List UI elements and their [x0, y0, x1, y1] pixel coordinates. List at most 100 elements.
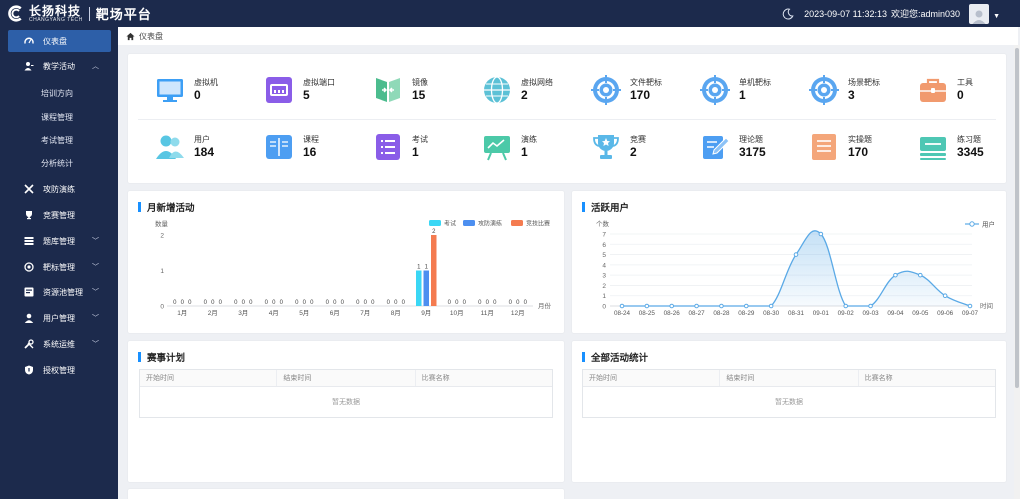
- stat-item[interactable]: 课程 16: [264, 130, 354, 164]
- column-header-end[interactable]: 结束时间: [277, 370, 416, 386]
- stat-label: 竞赛: [630, 135, 646, 144]
- bar-value-label: 0: [371, 300, 375, 306]
- x-tick-label: 09-07: [962, 310, 979, 317]
- sidebar-item-teaching[interactable]: 教学活动 ︿: [8, 55, 111, 77]
- line-point: [743, 303, 749, 309]
- avatar[interactable]: [969, 3, 990, 24]
- x-tick-label: 08-29: [738, 310, 755, 317]
- expand-chevron-icon: ﹀: [92, 315, 99, 322]
- stat-item[interactable]: 练习题 3345: [918, 130, 1008, 164]
- sidebar-item-label: 靶标管理: [43, 262, 75, 272]
- panel-title: 活跃用户: [591, 203, 630, 214]
- stat-item[interactable]: 考试 1: [373, 130, 463, 164]
- x-tick-label: 09-01: [813, 310, 830, 317]
- y-tick-label: 7: [602, 232, 606, 239]
- sidebar-item-dashboard[interactable]: 仪表盘: [8, 30, 111, 52]
- stat-item[interactable]: 单机靶标 1: [700, 73, 790, 107]
- x-tick-label: 2月: [208, 309, 218, 317]
- teaching-icon: [24, 61, 34, 71]
- stat-item[interactable]: 虚拟网络 2: [482, 73, 572, 107]
- mirror-icon: [376, 78, 400, 102]
- collapse-chevron-icon: ︿: [92, 63, 99, 70]
- legend-label: 用户: [982, 220, 995, 229]
- trophy-icon: [24, 210, 34, 220]
- stat-item[interactable]: 实操题 170: [809, 130, 899, 164]
- bottom-panel: [128, 489, 564, 499]
- bar-value-label: 0: [211, 300, 215, 306]
- bar-value-label: 0: [310, 300, 314, 306]
- line-point: [719, 303, 724, 309]
- page-scrollbar-thumb[interactable]: [1015, 48, 1019, 388]
- users-icon: [156, 135, 184, 159]
- empty-state: 暂无数据: [775, 399, 803, 406]
- sidebar-item-question-bank[interactable]: 题库管理 ﹀: [8, 230, 111, 252]
- stat-value: 3: [848, 88, 855, 102]
- column-header-end[interactable]: 结束时间: [720, 370, 859, 386]
- stat-item[interactable]: 虚拟端口 5: [264, 73, 354, 107]
- stat-item[interactable]: 文件靶标 170: [591, 73, 681, 107]
- stat-item[interactable]: 镜像 15: [373, 73, 463, 107]
- brand-logo[interactable]: 长扬科技 CHANGYANG TECH 靶场平台: [8, 4, 152, 23]
- sidebar-subitem-analytics[interactable]: 分析统计: [41, 159, 73, 168]
- sidebar-item-system-ops[interactable]: 系统运维 ﹀: [8, 333, 111, 355]
- x-tick-label: 5月: [299, 309, 309, 317]
- x-tick-label: 08-25: [639, 310, 656, 317]
- x-tick-label: 11月: [481, 309, 494, 317]
- panel-title: 月新增活动: [147, 203, 195, 214]
- sidebar-item-resource-pool[interactable]: 资源池管理 ﹀: [8, 281, 111, 303]
- monthly-activity-panel: 月新增活动 数量 月份 0 1 2 1月 0 0 0 2月 0 0 0 3月 0 0 0 4月 0 0 0 5月 0 0 0 6月…: [128, 191, 564, 333]
- sidebar-item-contest[interactable]: 竞赛管理: [8, 204, 111, 226]
- stat-label: 虚拟端口: [303, 78, 335, 87]
- stat-item[interactable]: 工具 0: [918, 73, 1008, 107]
- column-header-start[interactable]: 开始时间: [583, 370, 721, 386]
- column-header-start[interactable]: 开始时间: [140, 370, 278, 386]
- sidebar-subitem-course[interactable]: 课程管理: [41, 113, 73, 122]
- y-tick-label: 0: [160, 304, 164, 311]
- y-tick-label: 2: [602, 283, 606, 290]
- sidebar-item-label: 授权管理: [43, 365, 75, 375]
- dark-mode-toggle-icon[interactable]: [782, 8, 794, 20]
- y-axis-label: 数量: [155, 219, 169, 228]
- stat-item[interactable]: 理论题 3175: [700, 130, 790, 164]
- sidebar-item-attack-defense[interactable]: 攻防演练: [8, 178, 111, 200]
- stat-label: 虚拟机: [194, 78, 218, 87]
- x-tick-label: 7月: [360, 309, 370, 317]
- legend-label: 竞技比赛: [526, 220, 550, 228]
- stat-value: 3345: [957, 145, 984, 159]
- title-accent: [582, 202, 585, 212]
- bar-value-label: 0: [524, 300, 528, 306]
- user-menu-caret-icon[interactable]: ▼: [993, 13, 1000, 20]
- sidebar-subitem-exam[interactable]: 考试管理: [41, 136, 73, 145]
- bar-value-label: 0: [173, 300, 177, 306]
- x-tick-label: 4月: [269, 309, 279, 317]
- sidebar-item-license[interactable]: 授权管理: [8, 359, 111, 381]
- stat-value: 184: [194, 145, 215, 159]
- user-icon: [24, 313, 34, 323]
- sidebar-item-label: 攻防演练: [43, 184, 75, 194]
- stat-item[interactable]: 用户 184: [155, 130, 245, 164]
- x-tick-label: 08-26: [664, 310, 681, 317]
- bar-value-label: 0: [188, 300, 192, 306]
- stat-label: 课程: [303, 135, 319, 144]
- breadcrumb-current: 仪表盘: [139, 31, 163, 41]
- sidebar-subitem-training[interactable]: 培训方向: [41, 89, 73, 98]
- platform-title: 靶场平台: [95, 7, 152, 22]
- sidebar-item-users[interactable]: 用户管理 ﹀: [8, 307, 111, 329]
- bar-value-label: 0: [333, 300, 337, 306]
- resource-pool-icon: [24, 287, 34, 297]
- column-header-name[interactable]: 比赛名称: [421, 375, 450, 382]
- home-icon[interactable]: [126, 32, 135, 41]
- sidebar-item-target[interactable]: 靶标管理 ﹀: [8, 256, 111, 278]
- x-axis-label: 月份: [538, 301, 552, 310]
- dashboard-icon: [24, 36, 34, 46]
- stat-item[interactable]: 竞赛 2: [591, 130, 681, 164]
- stat-item[interactable]: 场景靶标 3: [809, 73, 899, 107]
- bar-mark: [416, 270, 422, 306]
- stat-item[interactable]: 演练 1: [482, 130, 572, 164]
- bar-value-label: 0: [364, 300, 368, 306]
- line-area: [622, 230, 970, 306]
- column-header-name[interactable]: 比赛名称: [864, 375, 893, 382]
- stat-item[interactable]: 虚拟机 0: [155, 73, 245, 107]
- question-bank-icon: [24, 236, 34, 246]
